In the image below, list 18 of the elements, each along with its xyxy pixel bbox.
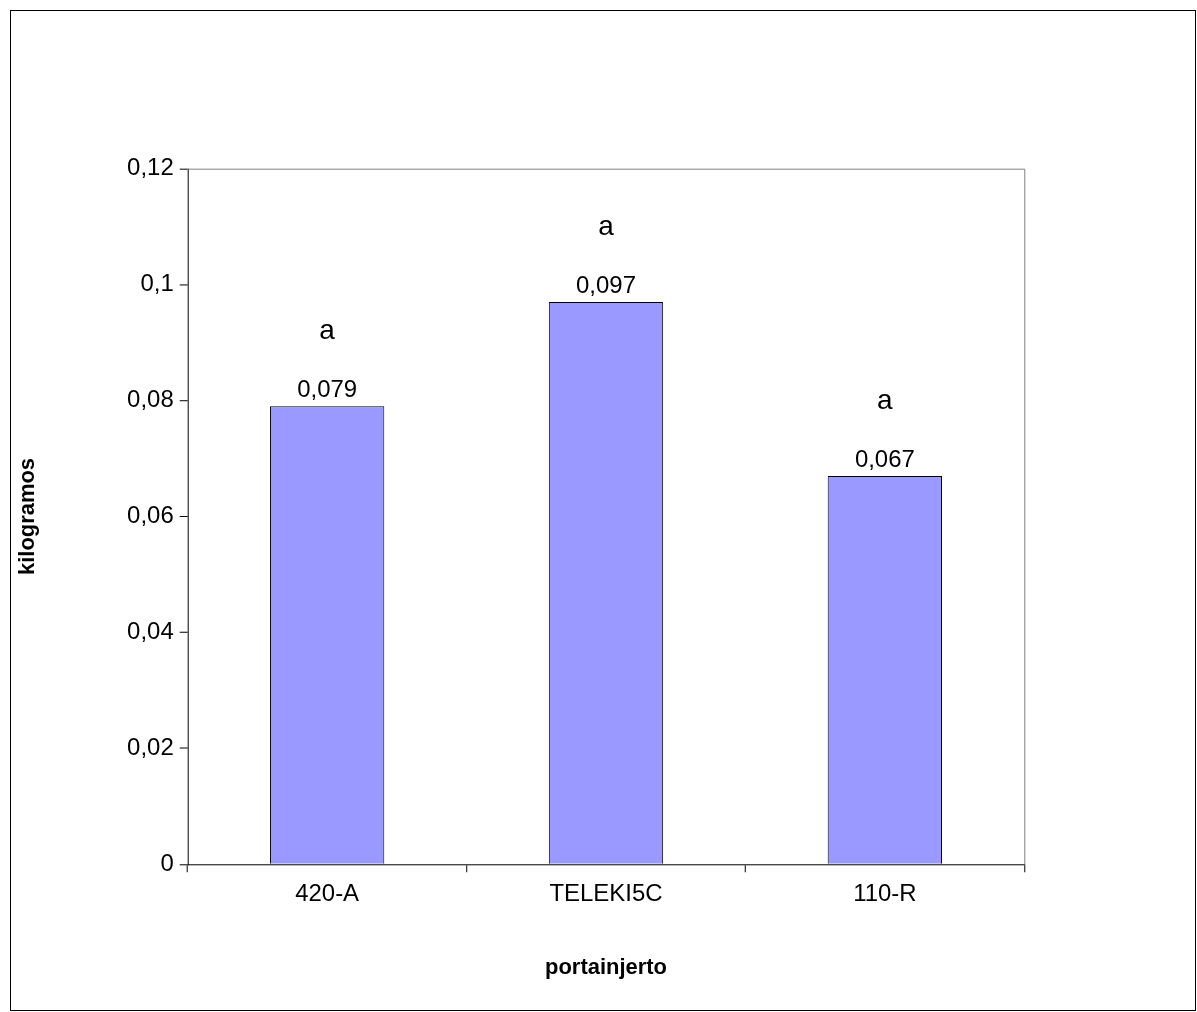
y-tick-label: 0,08 [127, 385, 174, 413]
y-tick-label: 0 [160, 848, 174, 876]
y-tick-label: 0,04 [127, 617, 174, 645]
x-tick-label: 420-A [295, 879, 360, 907]
data-label: 0,067 [854, 444, 915, 472]
annotation: a [598, 209, 615, 241]
y-tick-label: 0,1 [140, 269, 174, 297]
y-axis-title: kilogramos [14, 457, 40, 575]
y-tick-label: 0,06 [127, 501, 174, 529]
annotation: a [319, 314, 336, 346]
data-label: 0,097 [576, 270, 636, 298]
data-label: 0,079 [297, 375, 358, 402]
annotation: a [877, 383, 894, 415]
x-tick-label: 110-R [853, 879, 917, 907]
y-tick-label: 0,02 [127, 732, 174, 760]
x-tick-label: TELEKI5C [549, 879, 663, 907]
y-tick-label: 0,12 [127, 153, 174, 181]
x-axis-title: portainjerto [545, 953, 667, 979]
